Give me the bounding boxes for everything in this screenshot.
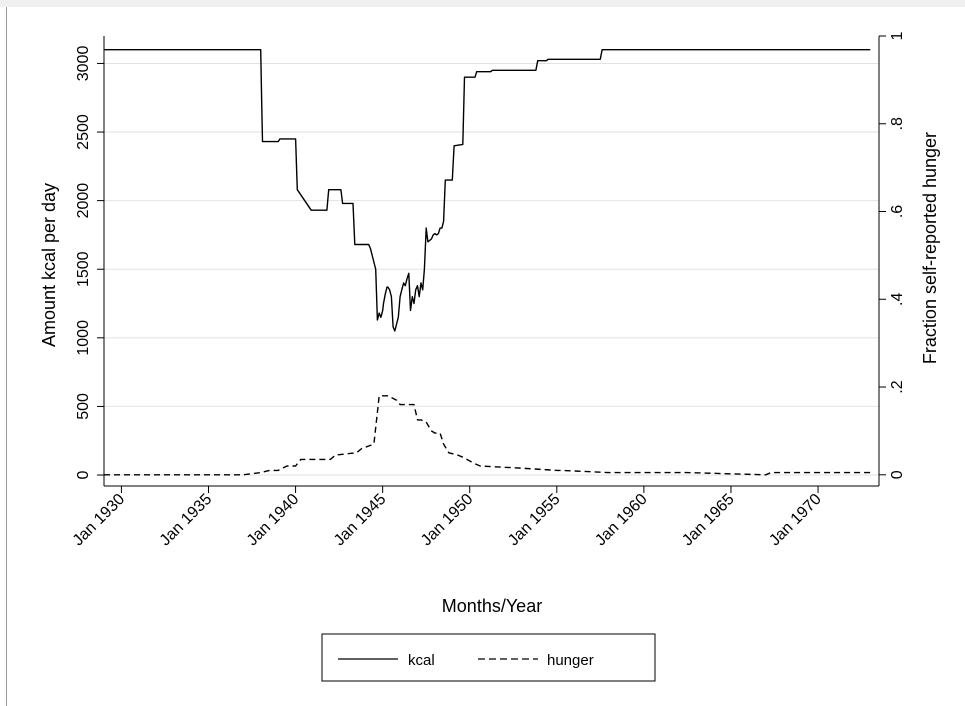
axis-ticks: 0 500 1000 1500 2000 2500 3000 0 .2 .4 .6 .8 1 Jan 19… — [70, 31, 906, 549]
y-tick-label: 500 — [75, 393, 92, 420]
y2-axis-label: Fraction self-reported hunger — [920, 132, 940, 364]
x-tick-label: Jan 1930 — [70, 491, 129, 550]
legend: kcal hunger — [321, 633, 656, 682]
x-tick-label: Jan 1945 — [331, 491, 390, 550]
y-tick-label: 0 — [75, 470, 92, 479]
series-layer — [104, 49, 871, 476]
y-tick-label: 3000 — [75, 46, 92, 82]
y2-tick-label: 1 — [889, 31, 906, 40]
y-tick-label: 2000 — [75, 183, 92, 219]
window-top-border — [0, 0, 965, 7]
y2-tick-label: .8 — [889, 117, 906, 130]
x-tick-label: Jan 1970 — [766, 491, 825, 550]
x-tick-label: Jan 1950 — [418, 491, 477, 550]
x-axis-label: Months/Year — [442, 596, 542, 616]
x-tick-label: Jan 1965 — [679, 491, 738, 550]
x-tick-label: Jan 1960 — [592, 491, 651, 550]
window-left-border — [6, 7, 7, 706]
legend-hunger-label: hunger — [547, 652, 594, 669]
y-tick-label: 2500 — [75, 114, 92, 150]
y-axis-label: Amount kcal per day — [39, 183, 59, 347]
y2-tick-label: .4 — [889, 292, 906, 305]
legend-box — [321, 633, 656, 682]
series-line-hunger — [104, 395, 871, 476]
y2-tick-label: .2 — [889, 380, 906, 393]
y2-tick-label: 0 — [889, 470, 906, 479]
y-tick-label: 1500 — [75, 251, 92, 287]
y2-tick-label: .6 — [889, 205, 906, 218]
x-tick-label: Jan 1940 — [244, 491, 303, 550]
legend-kcal-label: kcal — [408, 652, 435, 669]
gridlines — [104, 62, 879, 476]
x-tick-label: Jan 1935 — [157, 491, 216, 550]
y-tick-label: 1000 — [75, 320, 92, 356]
series-line-kcal — [104, 49, 871, 332]
x-tick-label: Jan 1955 — [505, 491, 564, 550]
